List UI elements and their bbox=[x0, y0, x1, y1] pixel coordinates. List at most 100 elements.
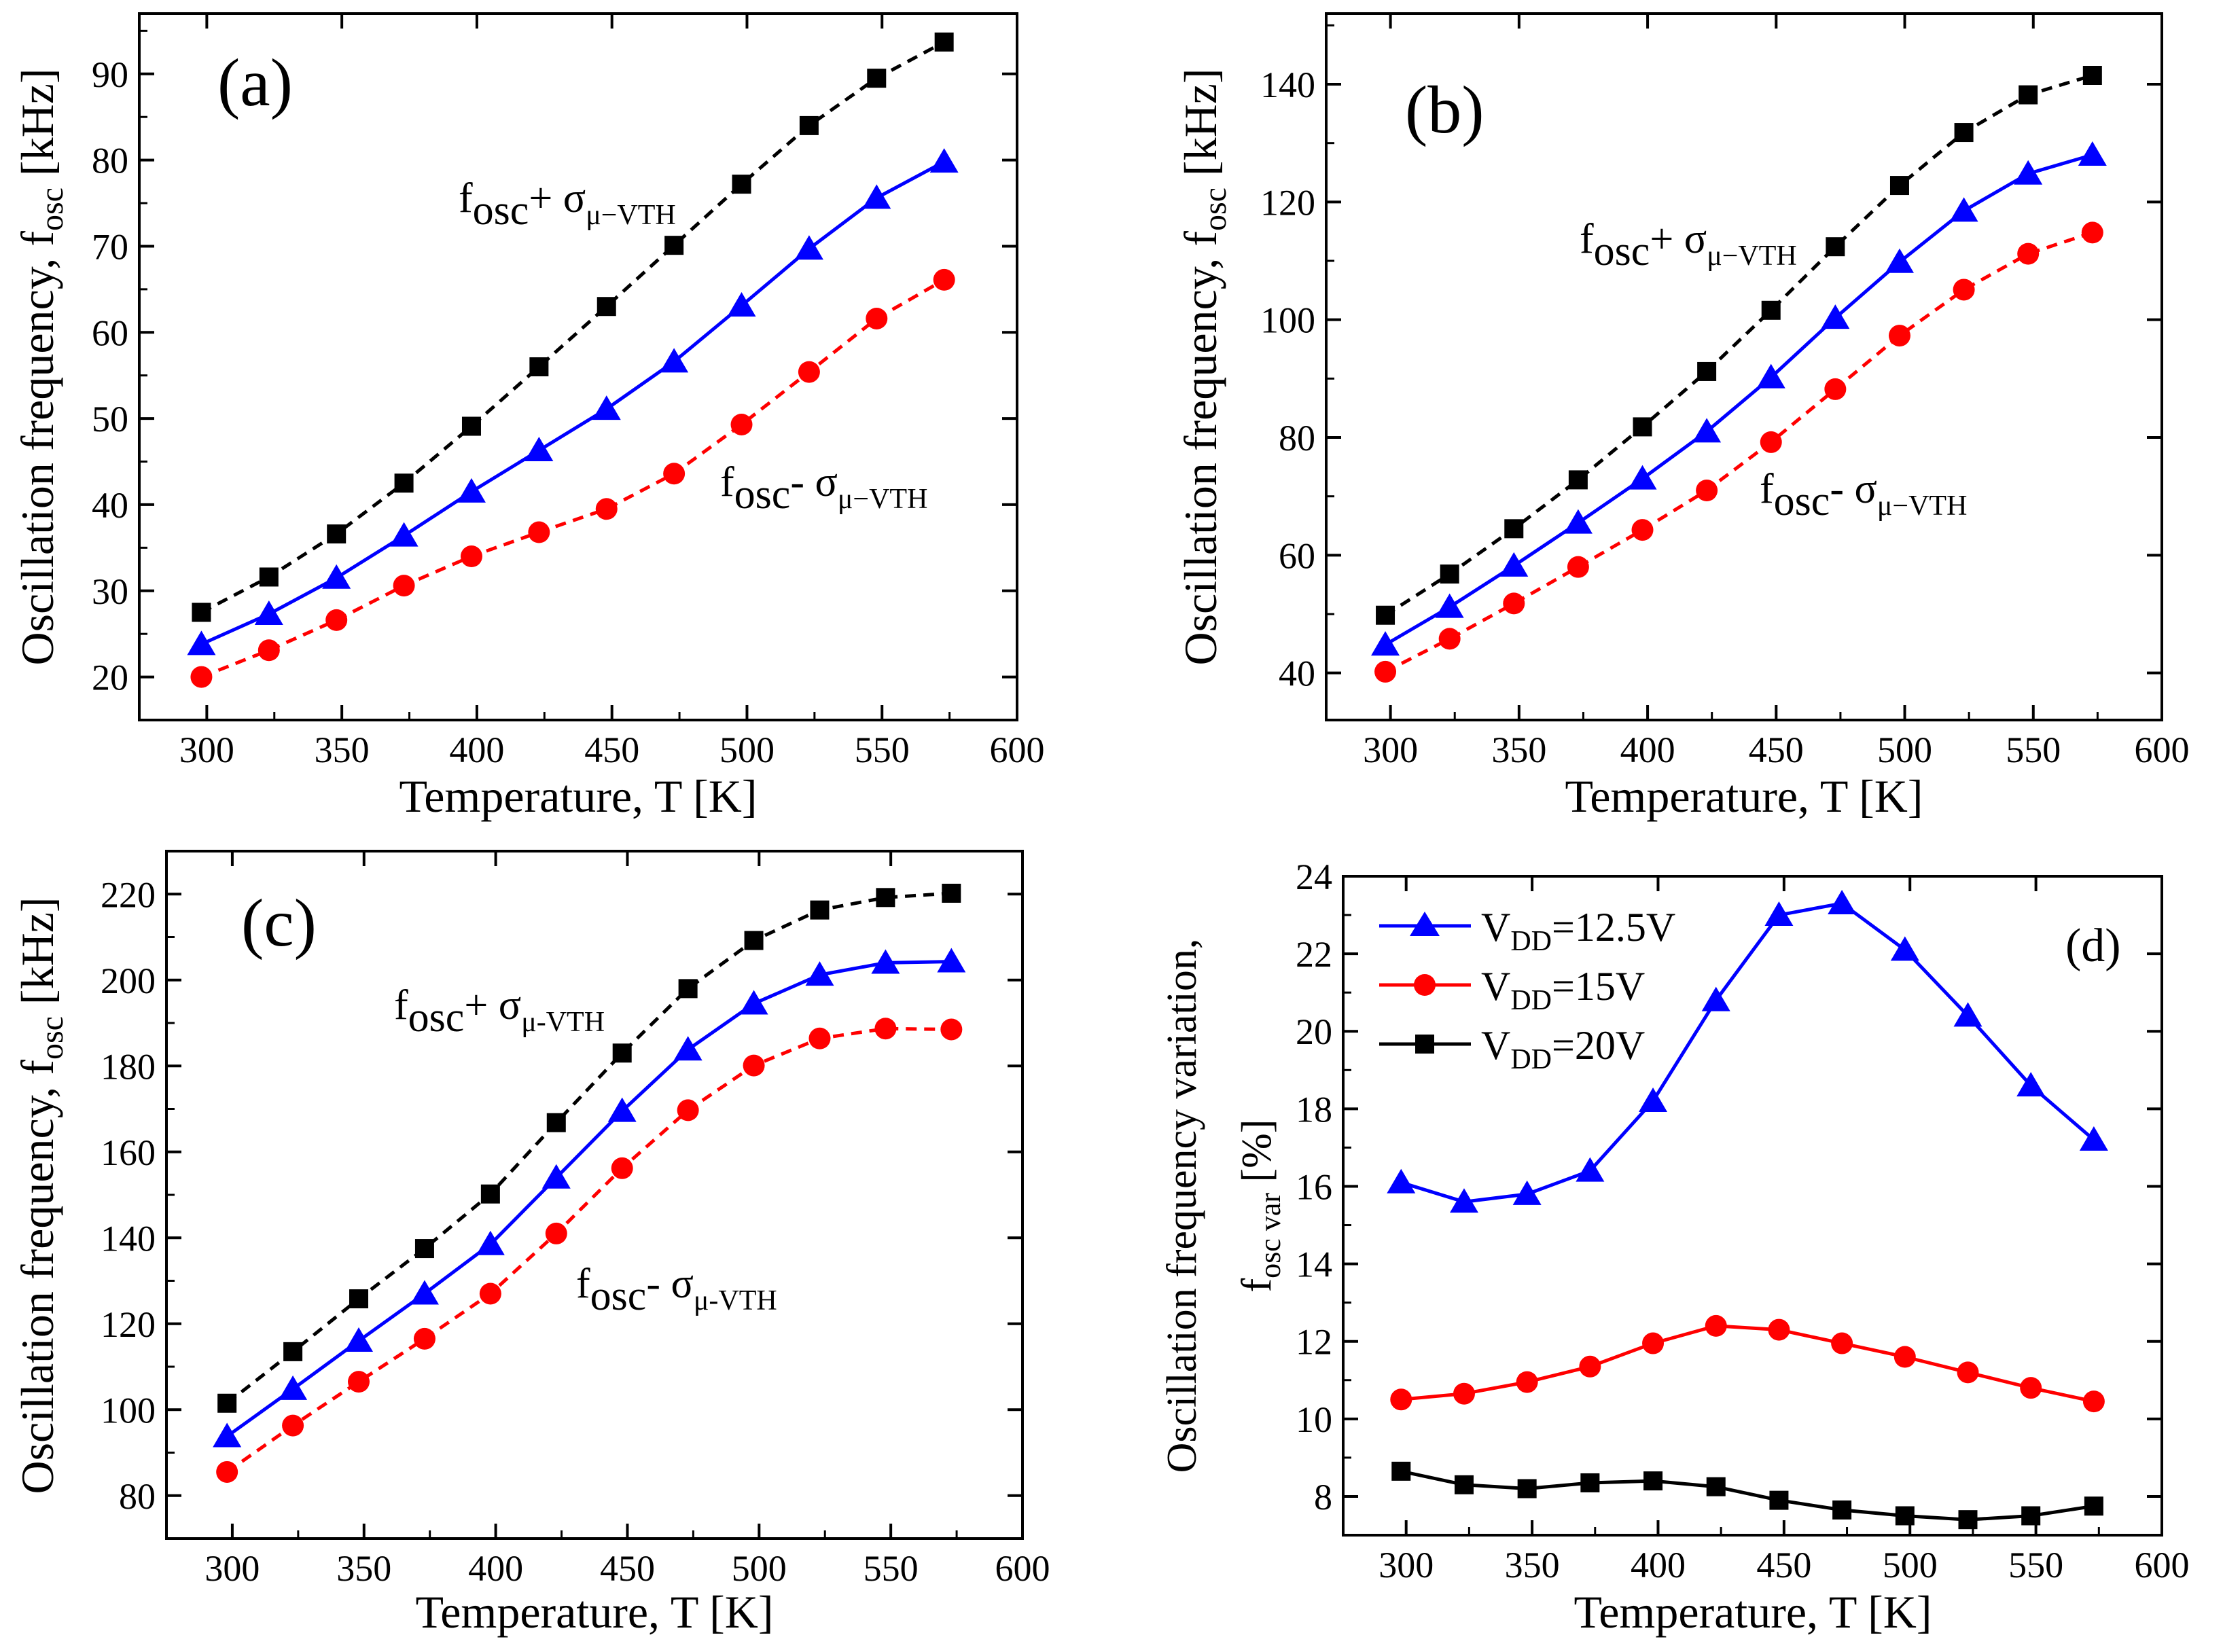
panel-a-xtick-label: 350 bbox=[315, 730, 370, 770]
panel-c-point-triangle bbox=[541, 1164, 571, 1189]
panel-b-label: (b) bbox=[1405, 72, 1484, 147]
legend-entry-20v: VDD=20V bbox=[1379, 1023, 1645, 1075]
panel-c-ticks: 300 350 400 450 500 550 600 80 100 120 140 160 180 20… bbox=[101, 851, 1050, 1589]
panel-b-point-square bbox=[1633, 417, 1652, 437]
panel-d-ylabel: Oscillation frequency variation, bbox=[1159, 939, 1205, 1473]
panel-c-ytick-label: 80 bbox=[119, 1476, 156, 1517]
panel-d-point-triangle bbox=[1953, 1002, 1982, 1027]
panel-a-xtick-label: 600 bbox=[990, 730, 1045, 770]
panel-b-point-circle bbox=[1696, 480, 1718, 501]
panel-d-ytick-label: 12 bbox=[1296, 1322, 1332, 1363]
legend-marker-triangle bbox=[1410, 912, 1440, 936]
panel-d-point-square bbox=[1769, 1490, 1789, 1510]
panel-a-point-square bbox=[327, 524, 346, 544]
panel-b-point-square bbox=[1954, 123, 1974, 143]
panel-a-point-circle bbox=[663, 463, 686, 485]
panel-c-point-square bbox=[480, 1184, 500, 1204]
panel-a-point-circle bbox=[798, 361, 820, 383]
panel-c-series-line bbox=[226, 1026, 952, 1474]
panel-a-xtick-label: 300 bbox=[179, 730, 234, 770]
panel-c: 300 350 400 450 500 550 600 80 100 120 140 160 180 20… bbox=[12, 850, 1050, 1638]
panel-a-point-circle bbox=[595, 498, 618, 520]
panel-b-annotation-upper: fosc+ σμ−VTH bbox=[1580, 216, 1797, 274]
panel-c-point-circle bbox=[874, 1018, 897, 1040]
panel-b: 300 350 400 450 500 550 600 40 60 80 100 120 140 (b)… bbox=[1175, 12, 2190, 822]
panel-d-point-square bbox=[1454, 1475, 1474, 1494]
panel-c-ytick-label: 100 bbox=[101, 1390, 156, 1431]
panel-c-series-line bbox=[226, 891, 952, 1405]
panel-d-series-line bbox=[1400, 901, 2095, 1204]
panel-b-point-square bbox=[1761, 300, 1781, 320]
panel-b-point-triangle bbox=[2078, 141, 2107, 166]
panel-a-ytick-label: 50 bbox=[92, 399, 128, 439]
panel-c-ytick-label: 140 bbox=[101, 1218, 156, 1259]
legend-text-12-5v: VDD=12.5V bbox=[1481, 905, 1675, 957]
panel-d-point-circle bbox=[1831, 1332, 1853, 1354]
panel-b-xtick-label: 350 bbox=[1491, 730, 1546, 770]
panel-a-ytick-label: 20 bbox=[92, 658, 128, 698]
panel-c-xtick-label: 400 bbox=[468, 1548, 523, 1589]
panel-b-point-triangle bbox=[1499, 552, 1529, 577]
panel-a-series-line bbox=[200, 160, 945, 646]
panel-b-point-square bbox=[1440, 564, 1459, 584]
panel-d-frame bbox=[1342, 875, 2163, 1537]
panel-b-point-triangle bbox=[2014, 160, 2043, 185]
panel-b-point-circle bbox=[1438, 628, 1461, 650]
panel-d-point-triangle bbox=[1576, 1157, 1605, 1182]
panel-a-point-triangle bbox=[660, 348, 689, 373]
panel-a-xtick-label: 550 bbox=[855, 730, 910, 770]
panel-c-series bbox=[213, 883, 966, 1483]
panel-b-ytick-label: 100 bbox=[1260, 300, 1315, 341]
panel-b-ytick-label: 140 bbox=[1260, 65, 1315, 105]
panel-c-point-triangle bbox=[213, 1422, 242, 1448]
panel-d-point-circle bbox=[1705, 1314, 1727, 1337]
panel-d-ytick-label: 14 bbox=[1296, 1244, 1332, 1285]
panel-a-point-square bbox=[461, 416, 481, 436]
panel-d-point-circle bbox=[1642, 1332, 1665, 1354]
panel-c-point-circle bbox=[413, 1327, 435, 1350]
panel-c-point-triangle bbox=[739, 990, 768, 1015]
panel-a-point-circle bbox=[393, 575, 415, 597]
panel-a-point-square bbox=[799, 115, 819, 135]
panel-c-point-triangle bbox=[673, 1036, 703, 1061]
panel-d-point-circle bbox=[2082, 1390, 2105, 1413]
panel-d: 300 350 400 450 500 550 600 8 10 12 14 16 18 20 22 24 (… bbox=[1159, 857, 2190, 1638]
panel-b-series-line bbox=[1384, 73, 2093, 617]
panel-a-point-circle bbox=[866, 307, 888, 329]
panel-c-ytick-label: 200 bbox=[101, 960, 156, 1001]
panel-b-point-circle bbox=[1760, 431, 1782, 453]
panel-b-xtick-label: 550 bbox=[2006, 730, 2061, 770]
panel-d-point-square bbox=[1958, 1510, 1978, 1530]
panel-a-point-triangle bbox=[862, 184, 891, 209]
panel-b-point-square bbox=[1504, 519, 1524, 539]
panel-b-point-circle bbox=[1953, 279, 1975, 301]
panel-d-ticks: 300 350 400 450 500 550 600 8 10 12 14 16 18 20 22 24 bbox=[1296, 857, 2190, 1585]
panel-a-point-triangle bbox=[929, 148, 959, 173]
panel-c-point-square bbox=[612, 1043, 632, 1063]
panel-d-point-triangle bbox=[1828, 889, 1857, 914]
panel-d-point-circle bbox=[1390, 1388, 1412, 1411]
panel-b-point-triangle bbox=[1371, 631, 1400, 656]
panel-a-point-circle bbox=[730, 413, 753, 435]
panel-a-point-square bbox=[192, 603, 211, 622]
panel-a-ylabel: Oscillation frequency, fosc [kHz] bbox=[12, 68, 70, 665]
panel-b-ytick-label: 40 bbox=[1279, 653, 1315, 694]
panel-c-point-circle bbox=[611, 1157, 633, 1179]
panel-d-legend: VDD=12.5V VDD=15V VDD=20V bbox=[1379, 905, 1675, 1075]
panel-b-point-triangle bbox=[1563, 509, 1593, 534]
panel-a-xtick-label: 450 bbox=[584, 730, 639, 770]
panel-c-point-square bbox=[942, 883, 961, 903]
panel-d-point-square bbox=[2021, 1506, 2041, 1526]
panel-c-point-square bbox=[414, 1239, 434, 1259]
panel-c-point-triangle bbox=[937, 948, 966, 973]
panel-b-ticks: 300 350 400 450 500 550 600 40 60 80 100 120 140 bbox=[1260, 14, 2190, 770]
panel-c-point-circle bbox=[808, 1027, 831, 1049]
panel-d-point-square bbox=[1391, 1461, 1411, 1481]
panel-a-point-triangle bbox=[187, 630, 216, 656]
panel-b-point-circle bbox=[1888, 325, 1910, 347]
panel-d-point-triangle bbox=[1890, 936, 1919, 961]
panel-a-point-square bbox=[732, 175, 751, 194]
panel-b-point-triangle bbox=[1756, 363, 1785, 389]
panel-b-point-triangle bbox=[1435, 593, 1464, 618]
